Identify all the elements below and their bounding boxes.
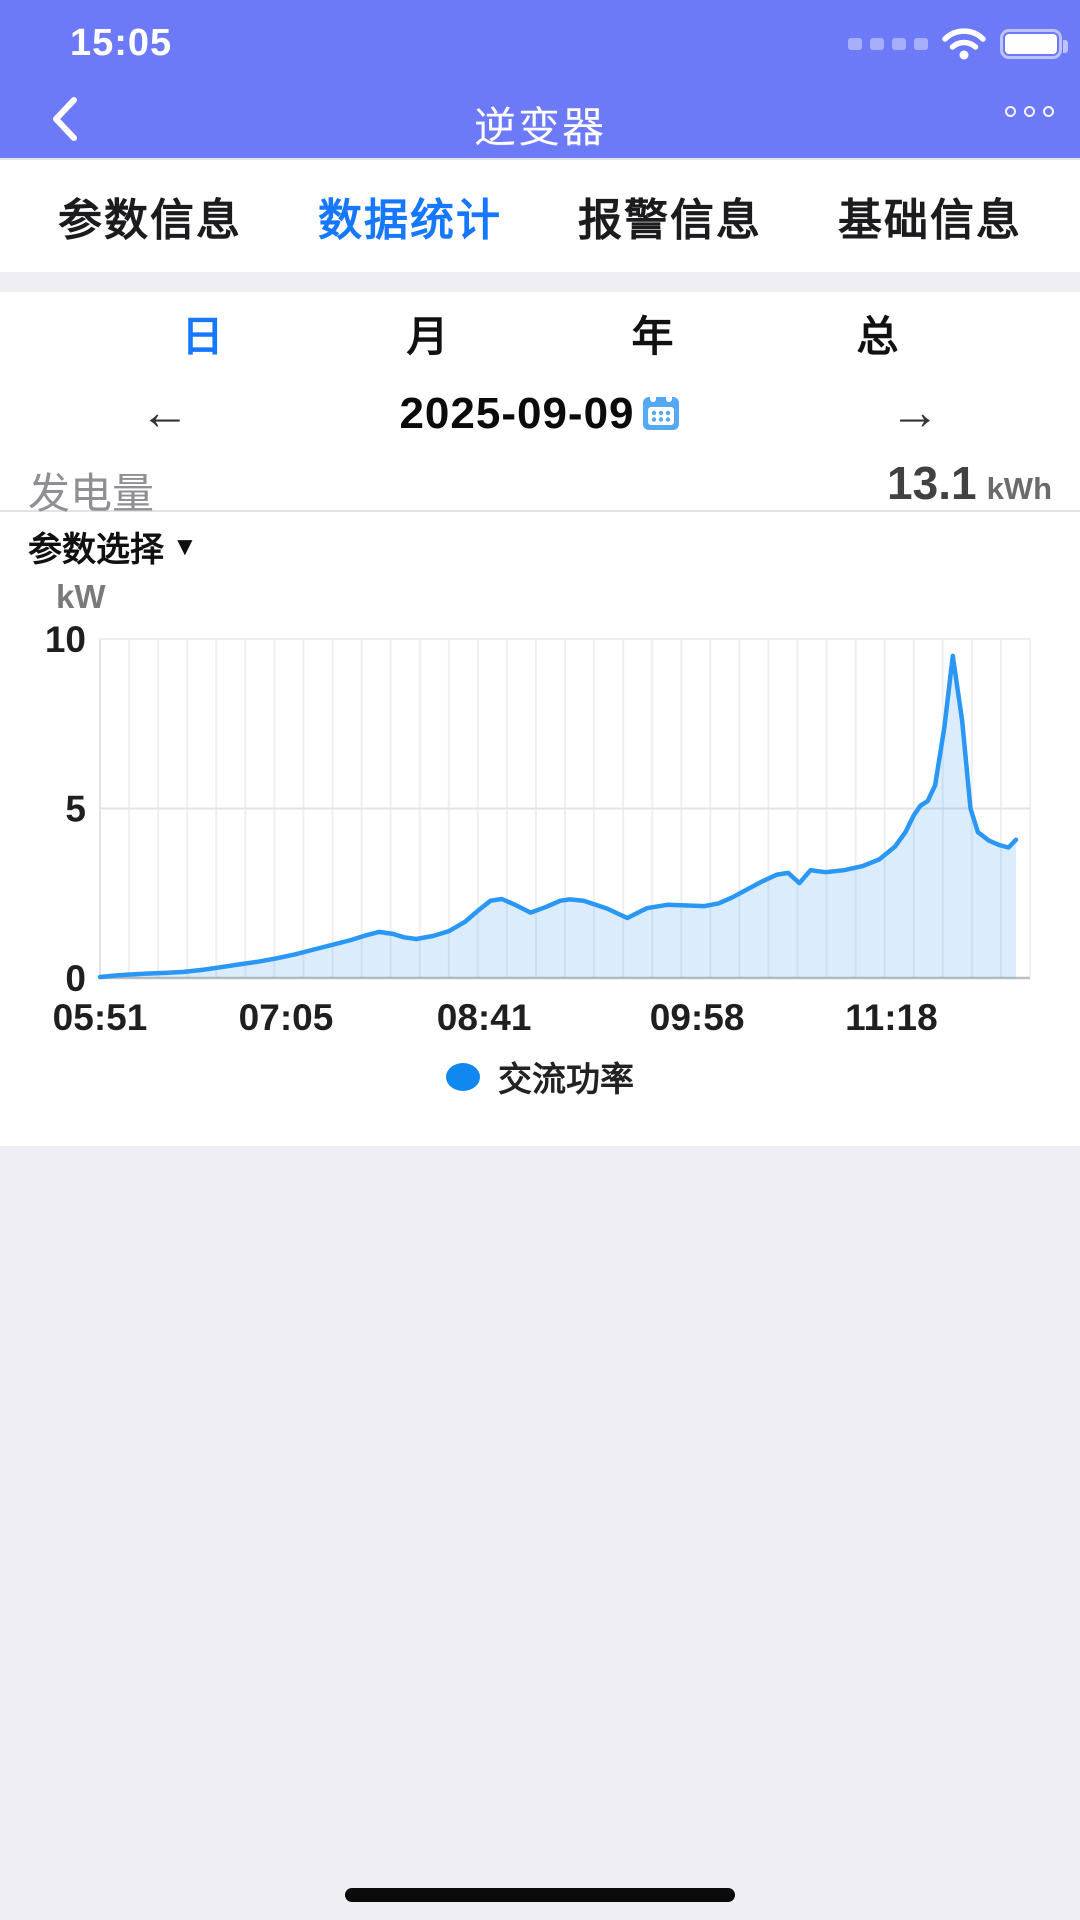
param-select-row: 参数选择 ▼ xyxy=(0,518,1080,570)
section-divider xyxy=(0,272,1080,292)
y-axis-unit-label: kW xyxy=(56,578,106,615)
page-title: 逆变器 xyxy=(473,104,606,151)
period-selector: 日 月 年 总 xyxy=(0,292,1080,374)
period-year[interactable]: 年 xyxy=(631,312,674,360)
next-date-arrow[interactable]: → xyxy=(890,384,940,440)
svg-text:10: 10 xyxy=(45,619,86,660)
generation-label: 发电量 xyxy=(28,470,155,517)
svg-text:11:18: 11:18 xyxy=(845,997,938,1038)
generation-unit: kWh xyxy=(986,471,1052,506)
power-area-chart: 0 5 10 05:51 07:05 08:41 09:58 11:18 xyxy=(45,619,1031,1038)
date-picker[interactable]: 2025-09-09 xyxy=(0,374,1080,454)
chart-area: kW 0 5 10 05:51 07:05 08:41 09:58 11:18 交流功率 xyxy=(0,570,1080,1146)
param-select-dropdown[interactable]: 参数选择 ▼ xyxy=(28,522,198,571)
generation-row: 发电量 13.1 kWh xyxy=(0,454,1080,517)
header: 15:05 逆变器 xyxy=(0,0,1080,158)
tab-basic-info[interactable]: 基础信息 xyxy=(838,196,1022,245)
prev-date-arrow[interactable]: ← xyxy=(140,384,190,440)
period-month[interactable]: 月 xyxy=(406,312,449,360)
tab-bar: 参数信息 数据统计 报警信息 基础信息 xyxy=(0,158,1080,272)
svg-text:08:41: 08:41 xyxy=(437,997,532,1038)
svg-text:05:51: 05:51 xyxy=(53,997,148,1038)
tab-parameter-info[interactable]: 参数信息 xyxy=(58,196,242,245)
battery-icon xyxy=(1000,29,1068,59)
calendar-icon xyxy=(642,393,679,430)
tab-data-statistics[interactable]: 数据统计 xyxy=(318,196,502,245)
legend-dot-icon xyxy=(446,1062,480,1091)
generation-value: 13.1 xyxy=(887,457,977,509)
battery-level xyxy=(1005,34,1057,54)
caret-down-icon: ▼ xyxy=(172,531,198,561)
generation-value-wrap: 13.1 kWh xyxy=(887,456,1052,510)
nav-bar: 逆变器 xyxy=(0,84,1080,154)
svg-text:07:05: 07:05 xyxy=(239,997,334,1038)
chart-legend[interactable]: 交流功率 xyxy=(0,1052,1080,1101)
current-date: 2025-09-09 xyxy=(399,389,635,438)
svg-text:09:58: 09:58 xyxy=(650,997,745,1038)
svg-text:5: 5 xyxy=(65,789,86,830)
date-nav: ← 2025-09-09 → xyxy=(0,374,1080,454)
tab-alarm-info[interactable]: 报警信息 xyxy=(578,196,762,245)
status-time: 15:05 xyxy=(70,22,173,64)
status-bar: 15:05 xyxy=(0,18,1080,72)
period-day[interactable]: 日 xyxy=(181,312,224,360)
period-total[interactable]: 总 xyxy=(856,312,899,360)
legend-series-label: 交流功率 xyxy=(498,1061,634,1099)
back-icon[interactable] xyxy=(46,92,90,146)
signal-dots-icon xyxy=(848,38,928,50)
status-icons xyxy=(848,28,1068,60)
svg-text:0: 0 xyxy=(65,958,86,999)
empty-background xyxy=(0,1146,1080,1920)
wifi-icon xyxy=(942,28,986,60)
home-indicator[interactable] xyxy=(345,1888,735,1902)
param-select-label: 参数选择 xyxy=(28,531,164,569)
more-menu-icon[interactable] xyxy=(1005,106,1054,117)
